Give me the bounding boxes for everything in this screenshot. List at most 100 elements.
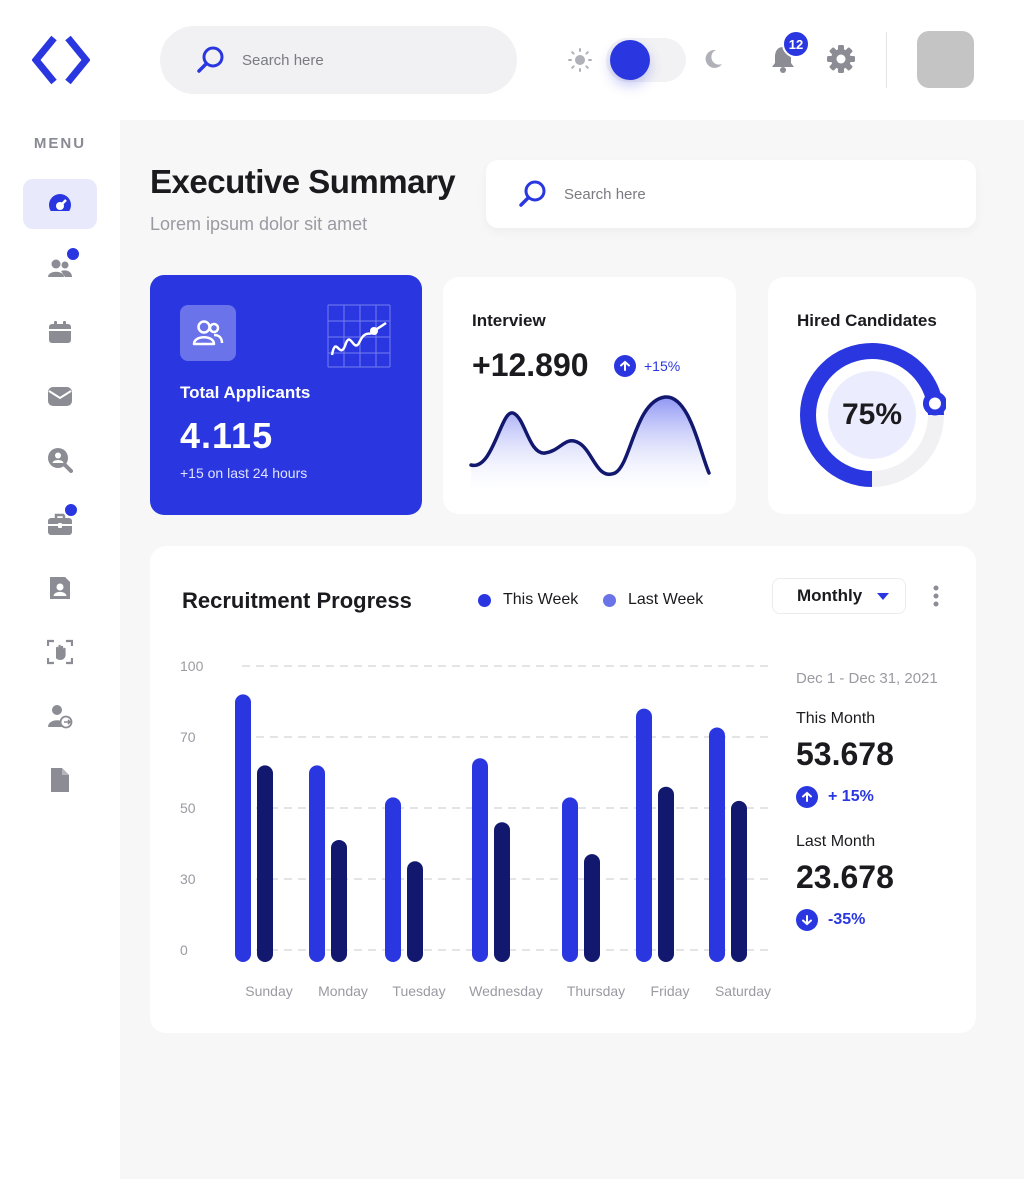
period-dropdown[interactable]: Monthly bbox=[772, 578, 906, 614]
x-tick-label: Saturday bbox=[715, 983, 771, 999]
mail-icon bbox=[48, 387, 72, 406]
period-dropdown-value: Monthly bbox=[797, 586, 863, 605]
recruitment-bar-chart: 100 70 50 30 0 Sunday Monday Tuesday Wednesday Th… bbox=[180, 658, 772, 999]
bar-this-week bbox=[472, 758, 488, 962]
y-tick-label: 100 bbox=[180, 658, 204, 674]
recruitment-progress-card: Recruitment Progress This Week Last Week… bbox=[150, 546, 976, 1033]
sidebar-item-briefcase[interactable] bbox=[23, 499, 97, 549]
bar-this-week bbox=[636, 708, 652, 962]
contact-card-icon bbox=[50, 577, 70, 599]
bar-last-week bbox=[731, 800, 747, 962]
hired-candidates-card[interactable]: Hired Candidates 75% bbox=[768, 277, 976, 514]
hired-progress-arc bbox=[800, 343, 944, 487]
bar-last-week bbox=[658, 786, 674, 962]
notification-badge: 12 bbox=[782, 30, 810, 58]
briefcase-badge-dot bbox=[63, 502, 79, 518]
moon-icon bbox=[705, 49, 722, 68]
y-tick-label: 50 bbox=[180, 800, 196, 816]
bar-this-week bbox=[385, 797, 401, 962]
y-tick-label: 30 bbox=[180, 871, 196, 887]
sidebar-item-dashboard[interactable] bbox=[23, 179, 97, 229]
bar-this-week bbox=[235, 694, 251, 962]
total-applicants-card[interactable]: Total Applicants 4.115 +15 on last 24 ho… bbox=[150, 275, 422, 515]
hired-percent-label: 75% bbox=[841, 398, 903, 431]
legend-label-last-week: Last Week bbox=[628, 591, 704, 608]
chevron-down-icon bbox=[877, 592, 890, 600]
arrow-up-icon bbox=[614, 355, 636, 377]
avatar[interactable] bbox=[917, 31, 974, 88]
sidebar-item-user-logout[interactable] bbox=[23, 691, 97, 741]
main-search-box[interactable] bbox=[486, 160, 976, 228]
page-subtitle: Lorem ipsum dolor sit amet bbox=[150, 214, 368, 234]
arrow-down-icon bbox=[796, 909, 818, 931]
hired-candidates-title: Hired Candidates bbox=[797, 311, 937, 330]
last-month-value: 23.678 bbox=[796, 859, 894, 895]
search-icon bbox=[197, 46, 224, 73]
page-title: Executive Summary bbox=[150, 163, 456, 200]
more-options-icon[interactable] bbox=[930, 584, 942, 608]
date-range: Dec 1 - Dec 31, 2021 bbox=[796, 670, 938, 687]
top-bar: 12 bbox=[120, 0, 1024, 120]
interview-card[interactable]: Interview +12.890 +15% bbox=[443, 277, 736, 514]
users-badge-dot bbox=[65, 246, 81, 262]
sidebar-item-calendar[interactable] bbox=[23, 307, 97, 357]
top-divider bbox=[886, 32, 887, 88]
gear-icon[interactable] bbox=[826, 44, 856, 74]
bar-this-week bbox=[562, 797, 578, 962]
total-applicants-value: 4.115 bbox=[180, 415, 274, 456]
sidebar-item-document[interactable] bbox=[23, 755, 97, 805]
sidebar: MENU bbox=[0, 0, 120, 1179]
calendar-icon bbox=[49, 321, 71, 343]
top-search-box[interactable] bbox=[160, 26, 517, 94]
sidebar-item-users[interactable] bbox=[23, 243, 97, 293]
briefcase-icon bbox=[48, 513, 72, 535]
hired-donut-chart bbox=[800, 343, 946, 487]
total-applicants-title: Total Applicants bbox=[180, 383, 311, 402]
sidebar-item-contact-card[interactable] bbox=[23, 563, 97, 613]
search-user-icon bbox=[48, 448, 73, 473]
interview-sparkline bbox=[469, 395, 711, 489]
users-icon bbox=[48, 259, 72, 277]
bar-this-week bbox=[309, 765, 325, 962]
this-month-value: 53.678 bbox=[796, 736, 894, 772]
y-tick-label: 70 bbox=[180, 729, 196, 745]
interview-value: +12.890 bbox=[472, 347, 589, 383]
legend-last-week: Last Week bbox=[603, 591, 703, 609]
app-logo-icon[interactable] bbox=[32, 32, 90, 88]
recruitment-title: Recruitment Progress bbox=[182, 588, 412, 613]
this-month-change: + 15% bbox=[796, 786, 874, 808]
hired-progress-knob bbox=[922, 391, 946, 416]
menu-label: MENU bbox=[33, 135, 87, 152]
legend-this-week: This Week bbox=[478, 591, 578, 609]
interview-title: Interview bbox=[472, 311, 546, 330]
document-icon bbox=[51, 768, 69, 792]
interview-change: +15% bbox=[644, 358, 681, 374]
y-tick-label: 0 bbox=[180, 942, 188, 958]
main-search-input[interactable] bbox=[564, 185, 784, 203]
last-month-change-text: -35% bbox=[828, 911, 866, 928]
sun-icon bbox=[568, 48, 592, 72]
this-month-change-text: + 15% bbox=[828, 788, 874, 805]
theme-toggle[interactable] bbox=[606, 38, 686, 82]
sidebar-item-hand-scan[interactable] bbox=[23, 627, 97, 677]
user-logout-icon bbox=[48, 705, 73, 729]
sidebar-item-search-user[interactable] bbox=[23, 435, 97, 485]
last-month-change: -35% bbox=[796, 909, 865, 931]
top-search-input[interactable] bbox=[242, 51, 462, 69]
x-tick-label: Sunday bbox=[245, 983, 292, 999]
theme-toggle-knob bbox=[610, 40, 650, 80]
sidebar-item-mail[interactable] bbox=[23, 371, 97, 421]
legend-dot-this-week bbox=[478, 593, 491, 607]
legend-dot-last-week bbox=[603, 593, 616, 607]
bar-this-week bbox=[709, 727, 725, 962]
applicants-icon-box bbox=[180, 305, 236, 361]
x-tick-label: Wednesday bbox=[469, 983, 543, 999]
bar-last-week bbox=[331, 839, 347, 962]
search-icon bbox=[519, 180, 546, 207]
last-month-label: Last Month bbox=[796, 833, 876, 850]
x-tick-label: Thursday bbox=[567, 983, 625, 999]
x-tick-label: Tuesday bbox=[392, 983, 445, 999]
bar-last-week bbox=[257, 765, 273, 962]
bar-last-week bbox=[584, 854, 600, 962]
x-tick-label: Monday bbox=[318, 983, 368, 999]
